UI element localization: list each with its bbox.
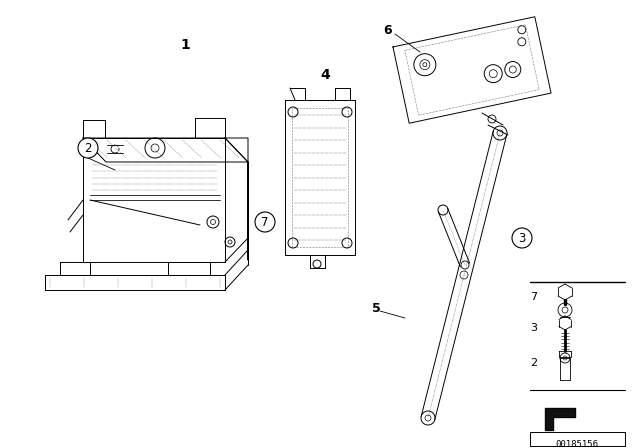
Text: 1: 1 bbox=[180, 38, 190, 52]
Text: 2: 2 bbox=[531, 358, 538, 368]
Text: 7: 7 bbox=[531, 292, 538, 302]
Polygon shape bbox=[545, 408, 575, 430]
Circle shape bbox=[255, 212, 275, 232]
Text: 00185156: 00185156 bbox=[556, 439, 598, 448]
Text: 2: 2 bbox=[84, 142, 92, 155]
Text: 3: 3 bbox=[531, 323, 538, 333]
Circle shape bbox=[78, 138, 98, 158]
Text: 6: 6 bbox=[383, 23, 392, 36]
Text: 5: 5 bbox=[372, 302, 381, 314]
Text: 7: 7 bbox=[261, 215, 269, 228]
Bar bbox=[530, 432, 625, 446]
Circle shape bbox=[512, 228, 532, 248]
Text: 4: 4 bbox=[320, 68, 330, 82]
Text: 3: 3 bbox=[518, 232, 525, 245]
